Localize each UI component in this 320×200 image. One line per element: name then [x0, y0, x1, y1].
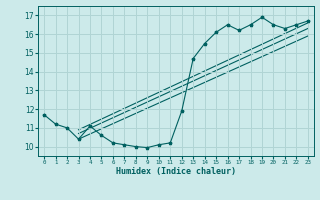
- X-axis label: Humidex (Indice chaleur): Humidex (Indice chaleur): [116, 167, 236, 176]
